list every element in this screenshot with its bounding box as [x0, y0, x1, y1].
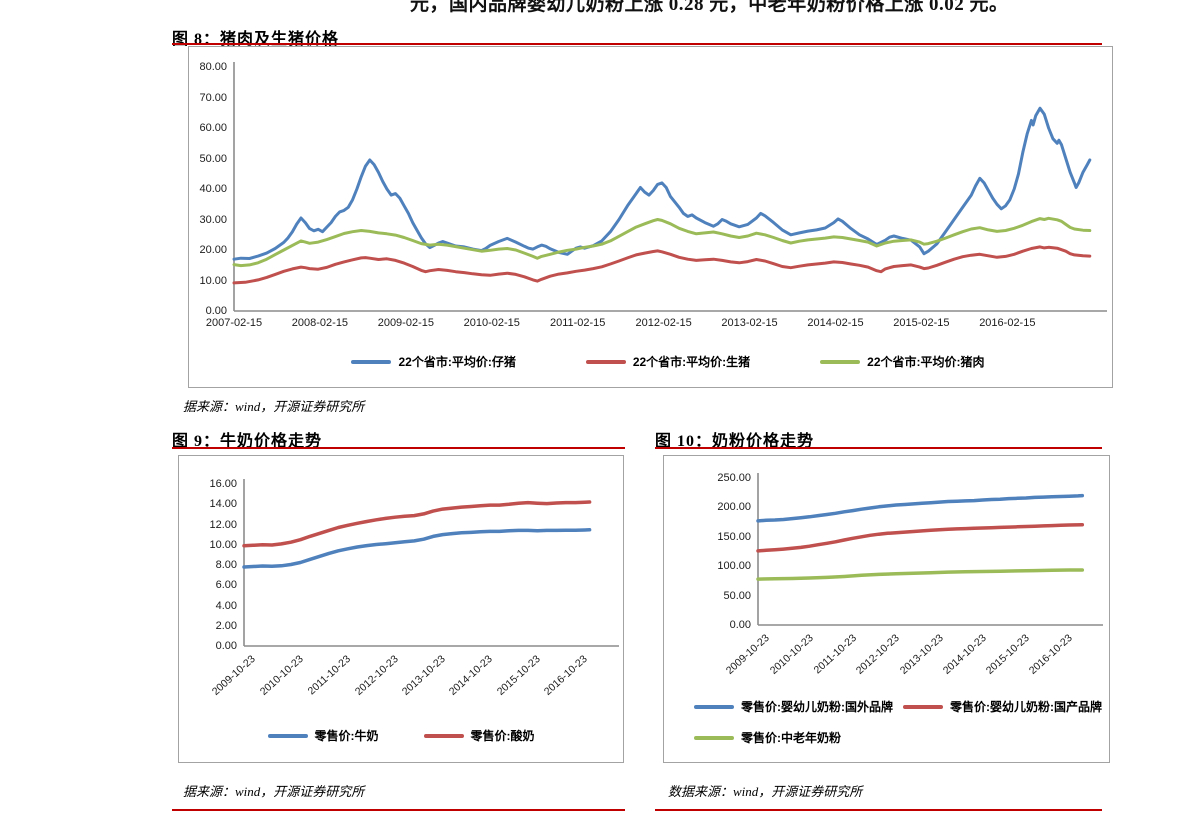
figure-8-source: 据来源：wind，开源证券研究所	[183, 399, 365, 414]
legend-line-swatch	[423, 733, 464, 738]
chart-canvas	[756, 473, 1103, 626]
y-tick-label: 60.00	[199, 122, 227, 134]
legend-label: 零售价:婴幼儿奶粉:国产品牌	[950, 700, 1102, 714]
series-line-1	[756, 522, 1085, 553]
figure-8-legend: 22个省市:平均价:仔猪 22个省市:平均价:生猪 22个省市:平均价:猪肉	[234, 353, 1102, 370]
x-tick-label: 2016-02-15	[979, 317, 1036, 329]
legend-item: 零售价:中老年奶粉	[694, 729, 841, 746]
x-tick-label: 2014-02-15	[807, 317, 864, 329]
x-tick-label: 2010-02-15	[463, 317, 520, 329]
y-tick-label: 50.00	[199, 152, 227, 165]
legend-line-swatch	[267, 733, 308, 738]
series-line-0	[756, 493, 1085, 523]
y-tick-label: 50.00	[723, 589, 751, 602]
series-line-1	[242, 500, 592, 548]
figure-10-chart: 零售价:婴幼儿奶粉:国外品牌 零售价:婴幼儿奶粉:国产品牌零售价:中老年奶粉 0.…	[663, 455, 1110, 763]
y-tick-label: 16.00	[209, 478, 237, 490]
x-tick-label: 2013-02-15	[721, 317, 778, 329]
x-tick-label: 2009-02-15	[377, 317, 434, 329]
y-tick-label: 20.00	[199, 244, 227, 256]
body-text-clipped: 元，国内品牌婴幼儿奶粉上涨 0.28 元，中老年奶粉价格上涨 0.02 元。	[410, 0, 1009, 15]
legend-label: 22个省市:平均价:猪肉	[867, 355, 985, 369]
legend-label: 零售价:婴幼儿奶粉:国外品牌	[741, 700, 893, 714]
y-tick-label: 30.00	[199, 213, 227, 226]
legend-label: 22个省市:平均价:仔猪	[398, 355, 516, 369]
figure-10-title-rule	[655, 447, 1102, 449]
legend-line-swatch	[694, 735, 734, 740]
legend-label: 零售价:牛奶	[314, 729, 379, 743]
series-line-0	[232, 106, 1092, 261]
series-line-0	[242, 528, 592, 569]
x-tick-label: 2012-02-15	[635, 317, 692, 329]
figure-10-source: 数据来源：wind，开源证券研究所	[668, 784, 863, 799]
x-tick-label: 2007-02-15	[205, 317, 263, 329]
legend-item: 零售价:婴幼儿奶粉:国产品牌	[903, 698, 1102, 715]
y-tick-label: 70.00	[199, 91, 227, 104]
y-tick-label: 8.00	[215, 559, 237, 571]
legend-item: 零售价:牛奶	[267, 727, 379, 744]
y-tick-label: 2.00	[215, 619, 237, 632]
y-tick-label: 150.00	[717, 530, 751, 543]
series-line-1	[232, 245, 1092, 285]
y-tick-label: 14.00	[209, 498, 237, 511]
y-tick-label: 100.00	[717, 560, 751, 573]
y-tick-label: 4.00	[215, 599, 237, 612]
x-tick-label: 2008-02-15	[291, 317, 349, 329]
legend-item: 零售价:酸奶	[423, 727, 535, 744]
legend-item: 22个省市:平均价:生猪	[585, 353, 751, 370]
y-tick-label: 0.00	[729, 619, 751, 631]
y-tick-label: 6.00	[215, 579, 237, 592]
series-line-2	[756, 568, 1085, 581]
y-tick-label: 10.00	[209, 538, 237, 551]
figure-10-legend: 零售价:婴幼儿奶粉:国外品牌 零售价:婴幼儿奶粉:国产品牌零售价:中老年奶粉	[694, 698, 1134, 746]
legend-item: 零售价:婴幼儿奶粉:国外品牌	[694, 698, 893, 715]
x-tick-label: 2015-02-15	[893, 317, 950, 329]
y-tick-label: 200.00	[717, 501, 751, 514]
chart-canvas	[232, 62, 1107, 312]
legend-line-swatch	[351, 359, 392, 364]
legend-line-swatch	[585, 359, 626, 364]
y-tick-label: 0.00	[215, 640, 237, 652]
figure-10-title: 图 10：奶粉价格走势	[655, 433, 815, 450]
figure-9-bottom-rule	[172, 809, 625, 811]
legend-item: 22个省市:平均价:猪肉	[820, 353, 985, 370]
figure-9-legend: 零售价:牛奶 零售价:酸奶	[179, 727, 623, 744]
legend-line-swatch	[820, 359, 861, 364]
x-tick-label: 2011-02-15	[549, 317, 606, 329]
figure-9-title: 图 9：牛奶价格走势	[172, 433, 323, 450]
y-tick-label: 80.00	[199, 61, 227, 73]
figure-9-source: 据来源：wind，开源证券研究所	[183, 784, 365, 799]
y-tick-label: 250.00	[717, 472, 751, 484]
y-tick-label: 12.00	[209, 518, 237, 531]
legend-label: 零售价:中老年奶粉	[741, 731, 841, 745]
legend-label: 零售价:酸奶	[470, 729, 535, 743]
legend-label: 22个省市:平均价:生猪	[632, 355, 751, 369]
y-tick-label: 0.00	[205, 305, 227, 317]
legend-line-swatch	[903, 704, 943, 709]
figure-8-title-rule	[172, 43, 1102, 45]
y-tick-label: 40.00	[199, 183, 227, 195]
figure-8-chart: 22个省市:平均价:仔猪 22个省市:平均价:生猪 22个省市:平均价:猪肉 0.0…	[188, 46, 1113, 388]
chart-canvas	[242, 479, 619, 647]
y-tick-label: 10.00	[199, 274, 227, 287]
legend-line-swatch	[694, 704, 734, 709]
legend-item: 22个省市:平均价:仔猪	[351, 353, 516, 370]
series-line-2	[232, 216, 1092, 268]
figure-10-bottom-rule	[655, 809, 1102, 811]
figure-9-title-rule	[172, 447, 625, 449]
figure-9-chart: 零售价:牛奶 零售价:酸奶 0.00 2.00 4.00 6.00 8.00 10.00 12…	[178, 455, 624, 763]
